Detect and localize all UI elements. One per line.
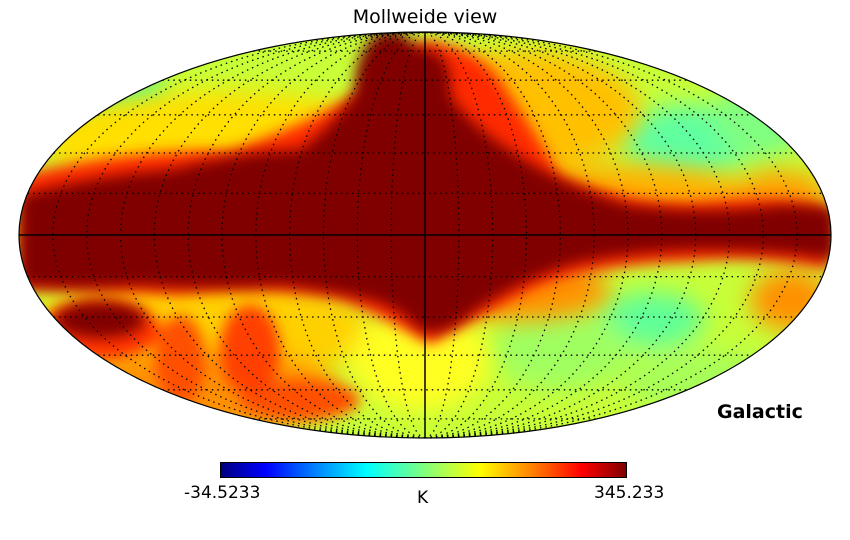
graticule-meridian: [424, 32, 663, 438]
map-title: Mollweide view: [352, 6, 498, 28]
colorbar: [220, 462, 627, 478]
graticule-meridian: [424, 32, 460, 438]
colorbar-gradient: [221, 463, 626, 477]
graticule-meridian: [187, 32, 426, 438]
colorbar-unit-label: K: [417, 488, 429, 508]
coordinate-system-label: Galactic: [717, 401, 803, 423]
graticule-meridian: [390, 32, 426, 438]
colorbar-max-label: 345.233: [594, 483, 665, 503]
graticule-meridian: [424, 32, 764, 438]
graticule-meridian: [86, 32, 426, 438]
colorbar-min-label: -34.5233: [184, 483, 261, 503]
map-outline: [18, 31, 832, 439]
